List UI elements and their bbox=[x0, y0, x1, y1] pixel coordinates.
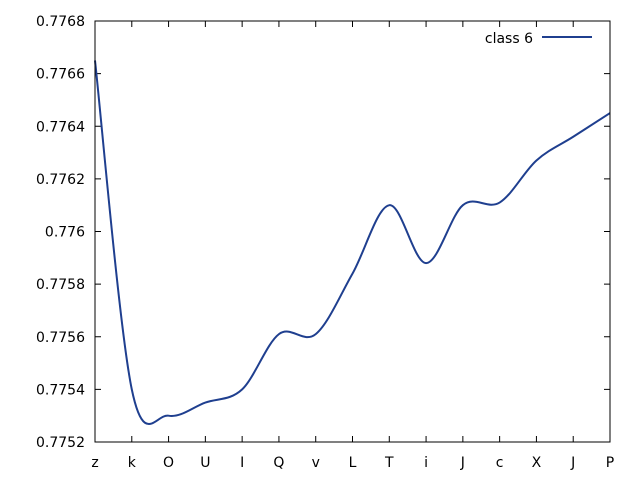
y-tick-label: 0.7768 bbox=[36, 14, 85, 30]
plot-frame bbox=[94, 20, 611, 443]
ticks bbox=[94, 20, 611, 443]
y-tick-label: 0.7756 bbox=[36, 330, 85, 346]
y-tick-label: 0.7754 bbox=[36, 382, 85, 398]
x-tick-label: v bbox=[312, 455, 320, 471]
x-tick-label: L bbox=[349, 455, 357, 471]
series-layer bbox=[94, 60, 611, 426]
series-line-class-6 bbox=[94, 60, 611, 426]
x-tick-label: Q bbox=[273, 455, 284, 471]
y-tick-label: 0.7764 bbox=[36, 119, 85, 135]
x-tick-label: I bbox=[240, 455, 244, 471]
x-tick-label: T bbox=[384, 455, 394, 471]
y-tick-label: 0.7752 bbox=[36, 435, 85, 451]
x-tick-label: i bbox=[424, 455, 428, 471]
y-tick-labels: 0.7752 0.7754 0.7756 0.7758 0.776 0.7762 0.776… bbox=[36, 14, 85, 451]
legend: class 6 bbox=[485, 31, 592, 47]
legend-label: class 6 bbox=[485, 31, 533, 47]
x-tick-label: U bbox=[200, 455, 210, 471]
y-tick-label: 0.7766 bbox=[36, 67, 85, 83]
x-tick-label: k bbox=[128, 455, 137, 471]
y-tick-label: 0.7762 bbox=[36, 172, 85, 188]
x-tick-label: O bbox=[163, 455, 174, 471]
y-tick-label: 0.776 bbox=[45, 225, 85, 241]
y-tick-label: 0.7758 bbox=[36, 277, 85, 293]
x-tick-label: J bbox=[570, 455, 575, 471]
x-tick-label: z bbox=[91, 455, 98, 471]
x-tick-label: c bbox=[496, 455, 504, 471]
x-tick-label: P bbox=[606, 455, 614, 471]
x-tick-label: J bbox=[460, 455, 465, 471]
x-tick-label: X bbox=[532, 455, 542, 471]
